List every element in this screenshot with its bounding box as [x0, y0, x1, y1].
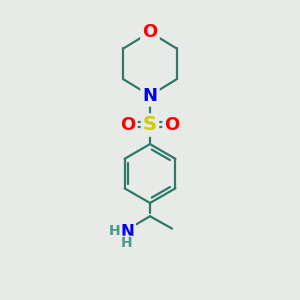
Text: N: N [142, 86, 158, 104]
Text: O: O [120, 116, 136, 134]
Text: S: S [143, 116, 157, 134]
Text: H: H [109, 224, 121, 238]
Text: O: O [164, 116, 180, 134]
Text: N: N [120, 223, 134, 241]
Text: O: O [142, 23, 158, 41]
Text: H: H [121, 236, 133, 250]
